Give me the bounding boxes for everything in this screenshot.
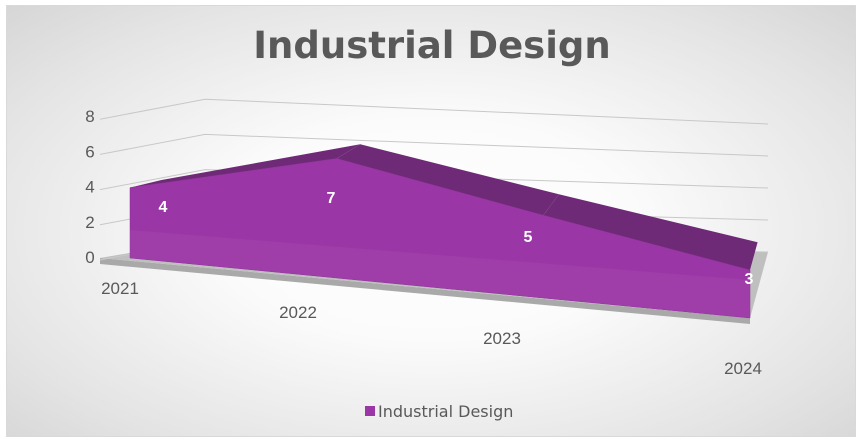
area-series-front xyxy=(129,158,751,319)
area-top-face xyxy=(543,194,758,270)
x-tick-label: 2021 xyxy=(101,279,139,298)
floor-edge xyxy=(100,258,750,324)
gridline xyxy=(99,133,769,157)
gridline xyxy=(99,98,769,125)
area-floor-shade xyxy=(130,230,750,318)
data-label: 3 xyxy=(745,271,754,288)
data-label: 4 xyxy=(159,199,168,216)
x-tick-label: 2024 xyxy=(724,359,762,378)
data-label: 5 xyxy=(524,229,533,246)
y-tick-label: 6 xyxy=(85,142,94,161)
legend: Industrial Design xyxy=(365,398,513,424)
data-label: 7 xyxy=(327,190,336,207)
y-tick-label: 4 xyxy=(85,178,94,197)
y-tick-label: 8 xyxy=(85,107,94,126)
gridline xyxy=(99,169,769,191)
area-top-face xyxy=(336,144,559,216)
chart-title: Industrial Design xyxy=(253,24,611,67)
y-tick-label: 2 xyxy=(85,213,94,232)
legend-label: Industrial Design xyxy=(378,401,514,421)
y-tick-label: 0 xyxy=(85,248,94,267)
x-tick-label: 2022 xyxy=(279,303,317,322)
x-tick-label: 2023 xyxy=(483,329,521,348)
legend-swatch xyxy=(365,406,375,416)
area-top-face xyxy=(130,144,361,188)
